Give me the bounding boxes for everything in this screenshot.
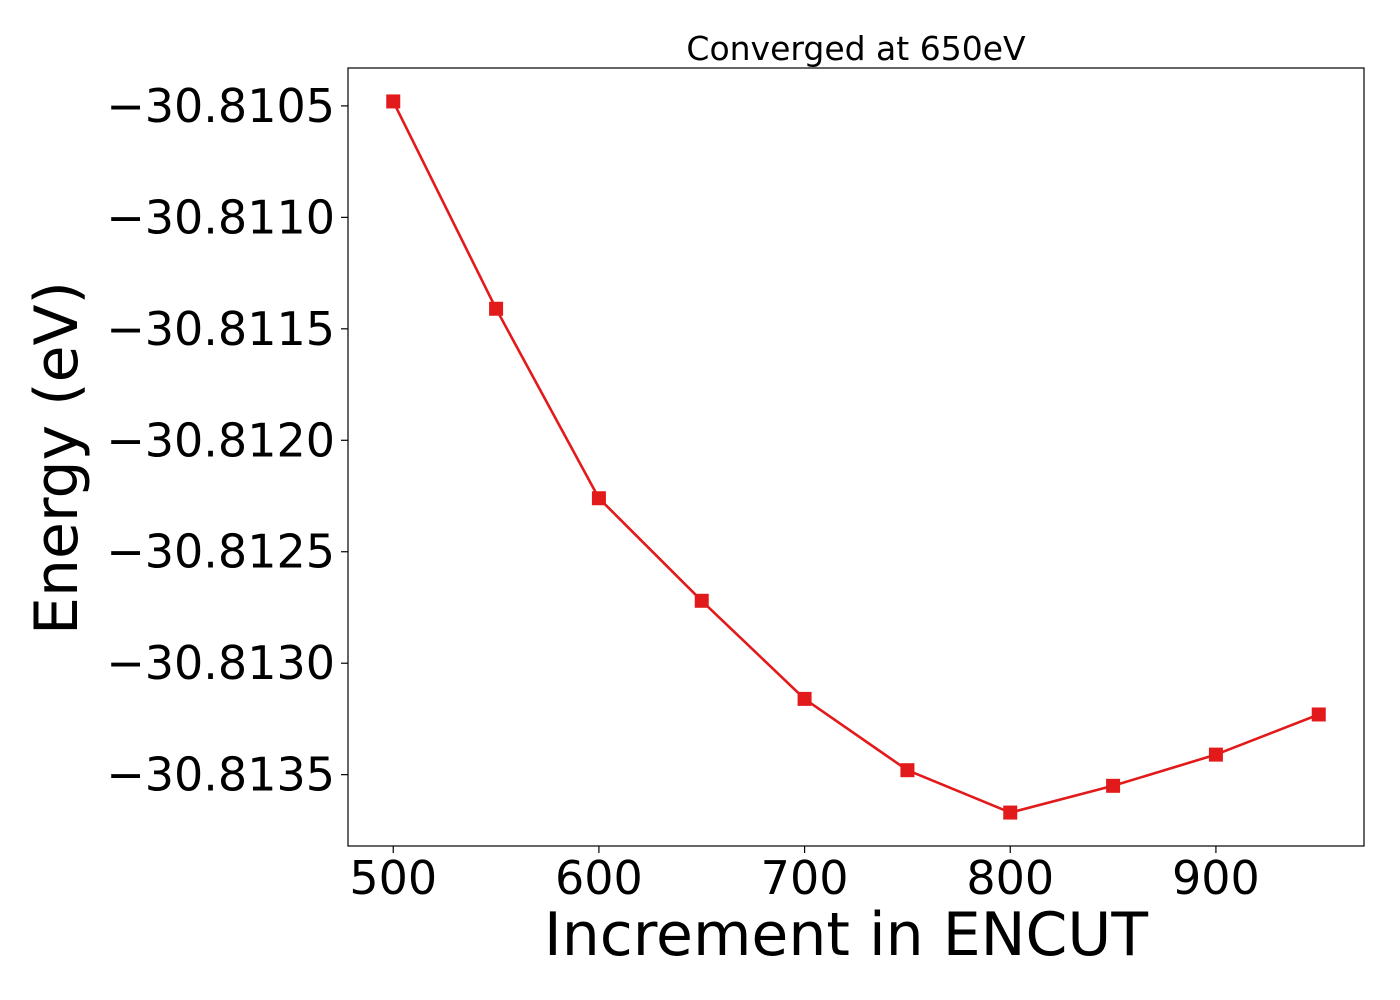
- series-line: [392, 100, 1320, 814]
- y-tick-label: −30.8125: [106, 525, 335, 579]
- x-tick-label: 700: [761, 851, 849, 905]
- y-axis-label: Energy (eV): [22, 281, 92, 635]
- data-point-marker: [489, 301, 504, 316]
- data-point-marker: [694, 593, 709, 608]
- data-point-marker: [1106, 778, 1121, 793]
- chart-title: Converged at 650eV: [686, 29, 1026, 68]
- y-tick-label: −30.8120: [106, 413, 335, 467]
- y-axis-ticks: −30.8105 −30.8110 −30.8115 −30.8120 −30.8125…: [106, 79, 348, 802]
- data-point-marker: [1003, 805, 1018, 820]
- x-tick-label: 500: [349, 851, 437, 905]
- y-tick-label: −30.8130: [106, 636, 335, 690]
- y-tick-label: −30.8135: [106, 748, 335, 802]
- data-point-marker: [900, 763, 915, 778]
- y-tick-label: −30.8115: [106, 302, 335, 356]
- data-point-marker: [797, 691, 812, 706]
- plot-area-frame: [347, 67, 1365, 847]
- x-tick-label: 900: [1172, 851, 1260, 905]
- x-axis-ticks: 500 600 700 800 900: [349, 846, 1260, 905]
- y-tick-label: −30.8110: [106, 190, 335, 244]
- series-layer: [386, 94, 1326, 820]
- data-point-marker: [591, 491, 606, 506]
- data-point-marker: [1311, 707, 1326, 722]
- x-tick-label: 600: [555, 851, 643, 905]
- data-point-marker: [1208, 747, 1223, 762]
- x-axis-label: Increment in ENCUT: [544, 900, 1148, 970]
- y-tick-label: −30.8105: [106, 79, 335, 133]
- data-point-marker: [386, 94, 401, 109]
- x-tick-label: 800: [966, 851, 1054, 905]
